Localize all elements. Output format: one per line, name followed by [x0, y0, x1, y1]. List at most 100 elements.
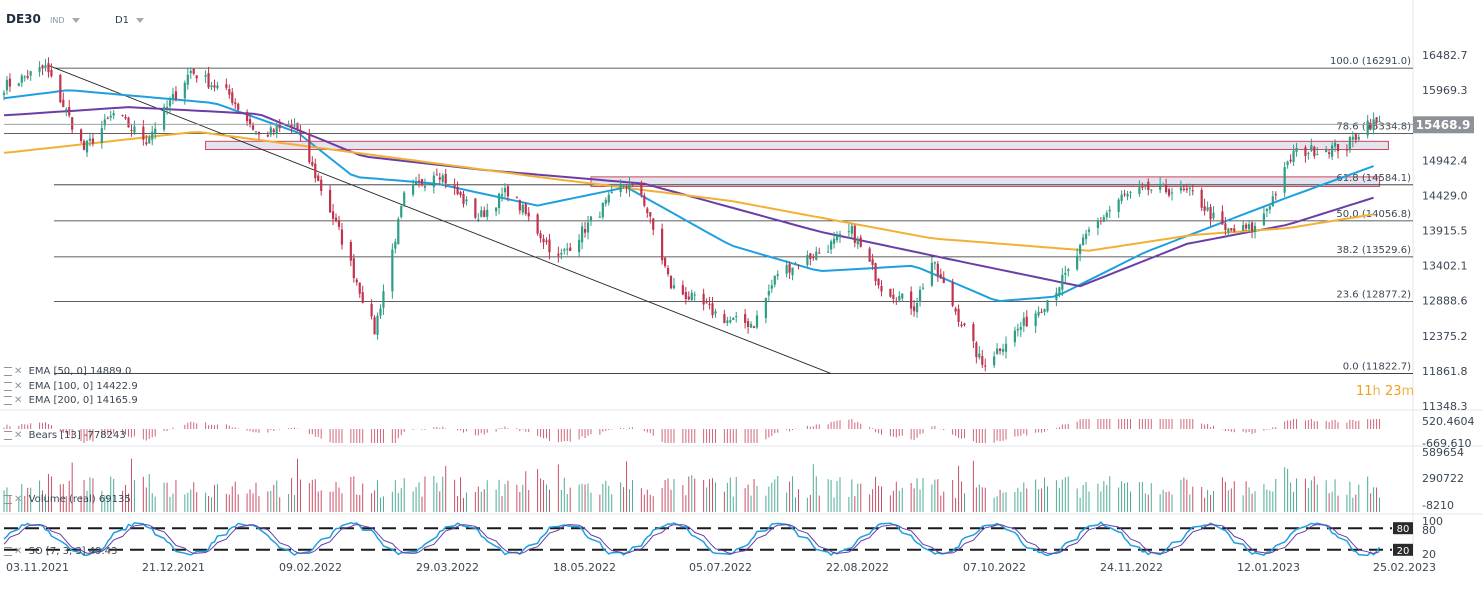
candle-body — [1307, 153, 1310, 155]
candle — [1289, 154, 1292, 164]
candle — [459, 190, 462, 198]
ema100-legend[interactable]: ✕ EMA [100, 0] 14422.9 — [4, 381, 138, 392]
close-icon[interactable]: ✕ — [14, 546, 23, 557]
candle — [661, 223, 664, 265]
candle — [631, 182, 634, 187]
candle — [652, 217, 655, 236]
candle — [755, 310, 759, 330]
timeframe-label[interactable]: D1 — [114, 15, 129, 26]
so-legend[interactable]: ✕ SO [7, 3, 3] 49.43 — [4, 546, 117, 557]
candle — [957, 304, 960, 327]
candle — [610, 185, 613, 194]
bears-legend-value: -778243 — [83, 430, 126, 441]
candle-countdown-timer: 11h 23m — [1356, 384, 1414, 399]
candle-body — [231, 92, 234, 104]
chevron-down-icon[interactable] — [71, 17, 80, 23]
so-signal-line — [3, 524, 1380, 554]
candle — [1013, 326, 1016, 347]
candle-body — [462, 193, 465, 205]
close-icon[interactable]: ✕ — [14, 430, 23, 441]
candle — [403, 190, 406, 208]
settings-lines-icon[interactable] — [4, 381, 12, 391]
bears-legend[interactable]: ✕ Bears [13] -778243 — [4, 430, 126, 441]
candle — [1268, 204, 1271, 214]
timer-hours: 11 — [1356, 384, 1373, 399]
candle-body — [287, 125, 290, 127]
candle — [663, 257, 667, 268]
close-icon[interactable]: ✕ — [14, 494, 23, 505]
candle-body — [601, 202, 604, 218]
candle — [133, 120, 136, 136]
fib-label-2: 61.8 (14584.1) — [1336, 173, 1411, 184]
candle-body — [918, 289, 922, 302]
candle — [981, 349, 984, 368]
candle-body — [545, 240, 548, 243]
candle-body — [432, 175, 435, 188]
candle — [732, 317, 735, 321]
candle — [589, 216, 593, 226]
settings-lines-icon[interactable] — [4, 546, 12, 556]
candle-body — [1310, 145, 1313, 151]
ema50-legend[interactable]: ✕ EMA [50, 0] 14889.0 — [4, 366, 131, 377]
ema200-legend-label: EMA [200, 0] — [28, 395, 94, 406]
ema200-legend[interactable]: ✕ EMA [200, 0] 14165.9 — [4, 395, 138, 406]
candle-body — [213, 85, 216, 88]
symbol-label[interactable]: DE30 — [6, 12, 41, 26]
settings-lines-icon[interactable] — [4, 395, 12, 405]
candle-body — [749, 324, 753, 328]
so-level-tag — [1393, 522, 1413, 535]
candle-body — [640, 182, 643, 195]
timeframe-chevron-down-icon[interactable] — [136, 17, 145, 23]
candle-body — [1325, 149, 1328, 153]
candle — [776, 270, 779, 280]
candle-body — [1129, 191, 1132, 193]
candle-body — [417, 180, 421, 182]
candle-body — [580, 226, 584, 243]
candle — [1167, 187, 1171, 198]
candle — [331, 203, 335, 226]
candle-body — [933, 262, 936, 264]
candle — [933, 261, 936, 270]
candle-body — [151, 131, 154, 140]
candle-body — [993, 356, 996, 366]
candle — [764, 297, 767, 324]
candle-body — [195, 75, 198, 79]
candle-body — [183, 82, 186, 99]
candle-body — [340, 229, 344, 245]
candle-body — [1286, 161, 1289, 166]
candle — [234, 98, 237, 109]
candle — [563, 248, 566, 255]
candle-body — [981, 356, 984, 365]
candle — [978, 346, 981, 360]
candle — [1087, 226, 1091, 236]
candle — [423, 178, 427, 192]
settings-lines-icon[interactable] — [4, 430, 12, 440]
settings-lines-icon[interactable] — [4, 494, 12, 504]
candle-body — [711, 303, 714, 316]
candle — [121, 114, 124, 117]
close-icon[interactable]: ✕ — [14, 366, 23, 377]
candle — [91, 133, 95, 147]
candle-body — [435, 174, 438, 176]
candle-body — [1221, 211, 1224, 225]
volume-legend[interactable]: ✕ Volume (real) 69135 — [4, 494, 131, 505]
candle — [8, 73, 12, 93]
fib-label-5: 23.6 (12877.2) — [1336, 289, 1411, 300]
close-icon[interactable]: ✕ — [14, 381, 23, 392]
date-tick-label: 12.01.2023 — [1237, 561, 1300, 574]
candle — [1162, 182, 1165, 186]
candle-body — [148, 137, 151, 144]
candle-body — [702, 293, 705, 305]
candle — [103, 114, 106, 131]
candle-body — [1079, 244, 1082, 254]
candle-body — [1268, 206, 1271, 210]
candle-body — [1209, 206, 1212, 220]
candle-body — [1081, 237, 1085, 246]
candle-body — [44, 65, 47, 69]
candle — [127, 116, 130, 128]
candle-body — [1108, 209, 1111, 212]
close-icon[interactable]: ✕ — [14, 395, 23, 406]
settings-lines-icon[interactable] — [4, 366, 12, 376]
candle — [204, 70, 207, 84]
candle-body — [827, 251, 830, 253]
